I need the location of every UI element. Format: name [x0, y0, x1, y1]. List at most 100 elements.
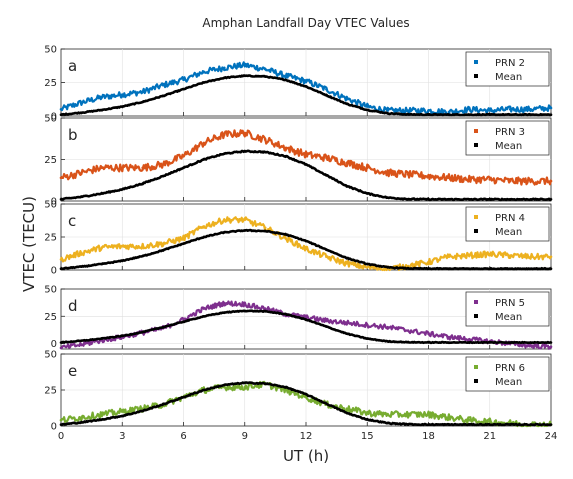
data-point [447, 416, 451, 419]
series-prn-3 [59, 129, 553, 186]
data-point [141, 100, 144, 104]
data-point [468, 418, 471, 422]
legend-label: PRN 5 [495, 298, 525, 309]
data-point [406, 413, 410, 416]
data-point [100, 413, 104, 416]
data-point [100, 108, 104, 112]
data-point [243, 149, 247, 153]
data-point [427, 113, 430, 116]
data-point [141, 244, 144, 248]
data-point [345, 97, 349, 100]
data-point [488, 113, 492, 116]
legend-box [465, 206, 550, 242]
data-point [223, 76, 226, 80]
data-point [488, 198, 492, 201]
data-point [243, 63, 247, 67]
data-point [263, 226, 267, 230]
data-point [325, 248, 328, 251]
data-point [59, 418, 63, 422]
data-point [386, 413, 390, 416]
data-point [202, 70, 206, 74]
legend-label: Mean [495, 72, 522, 83]
data-point [243, 131, 247, 135]
data-point [406, 329, 410, 332]
data-point [59, 176, 63, 180]
data-point [182, 237, 185, 240]
series-mean [59, 381, 553, 427]
data-point [59, 267, 63, 271]
data-point [549, 113, 553, 116]
y-tick-label: 50 [44, 200, 57, 211]
y-tick-label: 25 [44, 312, 57, 323]
data-point [529, 198, 532, 201]
data-point [345, 321, 349, 325]
y-axis-label: VTEC (TECU) [20, 196, 38, 292]
data-point [80, 111, 83, 114]
data-point [284, 233, 287, 236]
x-tick-label: 6 [180, 431, 186, 442]
panel-c: 0 25 50 c PRN 4 Mean [44, 200, 553, 277]
data-point [59, 108, 63, 111]
data-point [549, 341, 553, 344]
legend-label: Mean [495, 377, 522, 388]
data-point [121, 334, 124, 338]
data-point [80, 251, 83, 255]
data-point [141, 166, 144, 170]
data-point [549, 255, 553, 259]
data-point [468, 337, 471, 341]
data-point [529, 255, 532, 259]
panels-group: 0 25 50 a PRN 2 Mean 0 25 50 b PRN 3 Mean 0 25 50 c PRN … [44, 45, 557, 443]
data-point [161, 248, 165, 252]
data-point [284, 388, 287, 392]
data-point [304, 393, 308, 396]
data-point [80, 171, 83, 175]
panel-letter: c [68, 212, 76, 230]
data-point [325, 325, 328, 328]
data-point [284, 74, 287, 78]
data-point [366, 192, 369, 195]
data-point [508, 198, 512, 201]
data-point [80, 195, 83, 199]
series-mean [59, 149, 553, 202]
data-point [549, 267, 553, 271]
data-point [447, 267, 451, 271]
data-point [325, 402, 328, 406]
data-point [80, 101, 83, 104]
data-point [223, 66, 226, 70]
data-point [304, 153, 308, 156]
data-point [508, 179, 512, 183]
data-point [284, 237, 287, 240]
legend-box [465, 356, 550, 392]
data-point [447, 110, 451, 114]
y-tick-label: 50 [44, 114, 57, 125]
data-point [100, 95, 104, 99]
y-tick-label: 0 [51, 266, 57, 277]
data-point [223, 218, 226, 222]
legend-box [465, 120, 550, 156]
data-point [100, 192, 104, 195]
data-point [202, 158, 206, 161]
data-point [263, 67, 267, 71]
data-point [386, 112, 390, 115]
x-tick-label: 18 [422, 431, 435, 442]
data-point [366, 266, 369, 269]
data-point [508, 108, 512, 111]
data-point [386, 109, 390, 112]
data-point [121, 414, 124, 418]
data-point [243, 309, 247, 313]
data-point [202, 315, 206, 318]
data-point [366, 411, 369, 415]
data-point [121, 188, 124, 191]
series-mean [59, 74, 553, 117]
data-point [468, 178, 471, 181]
data-point [529, 108, 532, 111]
data-point [59, 198, 63, 201]
data-point [406, 267, 410, 270]
data-point [549, 106, 553, 110]
data-point [406, 197, 410, 201]
data-point [223, 383, 226, 387]
data-point [468, 113, 471, 116]
x-tick-label: 15 [361, 431, 374, 442]
legend-marker [474, 300, 478, 304]
legend-c: PRN 4 Mean [465, 206, 550, 242]
